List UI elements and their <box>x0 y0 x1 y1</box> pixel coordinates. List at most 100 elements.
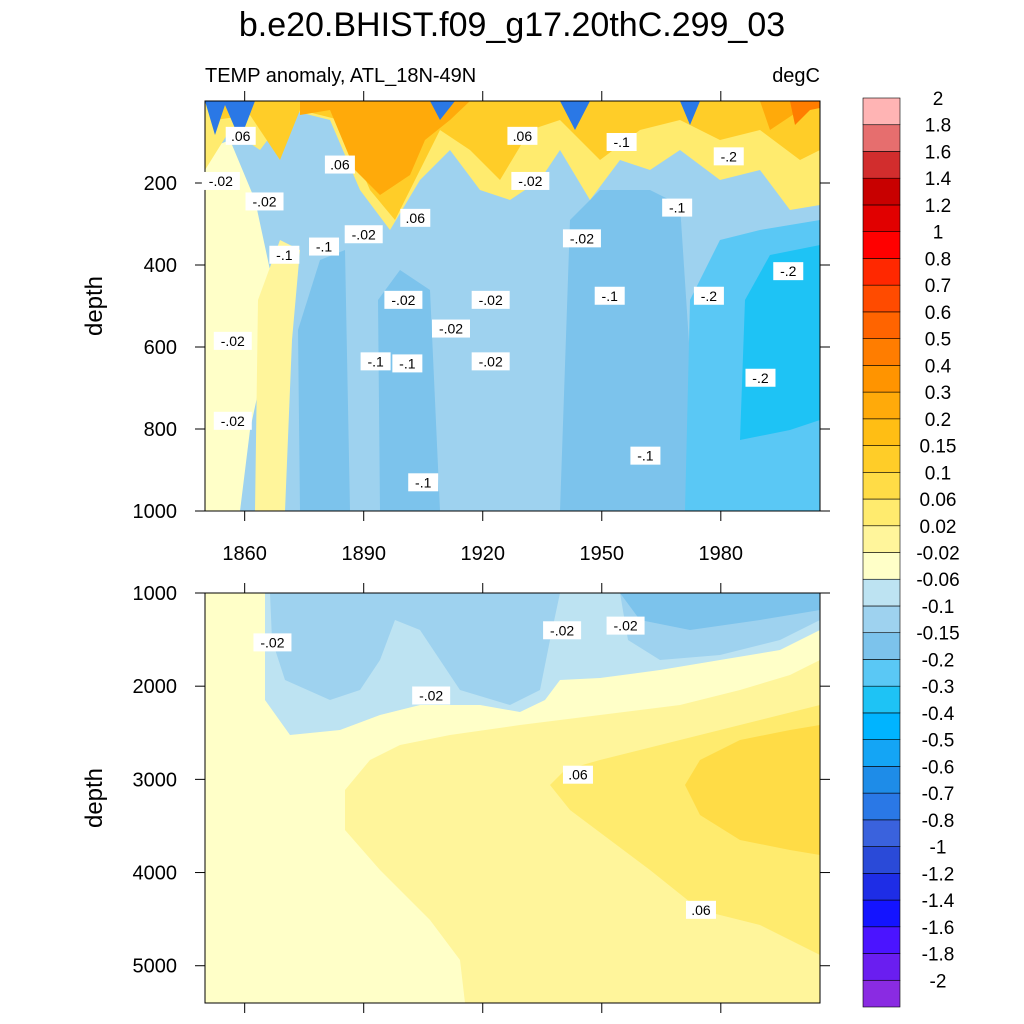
svg-text:-.1: -.1 <box>669 200 686 216</box>
contour-label: -.1 <box>408 473 439 492</box>
contour-label: -.1 <box>360 352 391 371</box>
colorbar-swatch <box>862 258 901 286</box>
colorbar-swatch <box>862 525 901 553</box>
contour-label: -.1 <box>594 286 625 305</box>
colorbar-label: 0.06 <box>920 490 957 511</box>
colorbar-swatch <box>862 284 901 313</box>
colorbar-swatch <box>862 445 901 473</box>
x-tick-label: 1980 <box>699 543 744 565</box>
svg-text:-.2: -.2 <box>721 148 738 164</box>
upper-warm-strip <box>255 240 300 511</box>
colorbar-swatch <box>862 873 901 901</box>
colorbar-swatch <box>862 578 901 607</box>
colorbar-label: 2 <box>933 89 944 110</box>
svg-text:.06: .06 <box>691 902 711 918</box>
svg-text:.06: .06 <box>513 128 533 144</box>
upper-surface-hot <box>300 101 820 195</box>
contour-label: -.02 <box>511 171 550 190</box>
y-tick-label: 800 <box>144 419 177 441</box>
colorbar-swatch <box>862 979 901 1008</box>
svg-text:-.1: -.1 <box>316 239 333 255</box>
colorbar-label: 1.8 <box>925 116 951 137</box>
colorbar-label: 0.15 <box>920 437 957 458</box>
upper-strongest-cool <box>740 245 820 440</box>
colorbar-swatch <box>862 953 901 981</box>
svg-text:-.02: -.02 <box>479 292 503 308</box>
y-tick-label: 1000 <box>133 501 178 523</box>
svg-text:-.02: -.02 <box>221 413 245 429</box>
colorbar-swatch <box>862 766 901 794</box>
svg-text:-.1: -.1 <box>637 448 654 464</box>
contour-label: -.1 <box>630 446 661 465</box>
svg-text:-.02: -.02 <box>391 292 415 308</box>
colorbar-swatch <box>862 151 901 179</box>
svg-text:-.1: -.1 <box>613 134 630 150</box>
upper-contour-labels: .06-.02-.02.06-.1-.1-.02.06-.02-.02-.02-… <box>201 126 804 492</box>
svg-text:-.2: -.2 <box>780 263 797 279</box>
colorbar-label: -1 <box>930 838 947 859</box>
contour-label: -.02 <box>253 633 292 652</box>
svg-text:-.1: -.1 <box>399 355 416 371</box>
svg-text:-.02: -.02 <box>518 173 542 189</box>
upper-cool-west <box>298 250 350 511</box>
svg-text:-.2: -.2 <box>701 288 718 304</box>
y-tick-label: 400 <box>144 255 177 277</box>
colorbar-label: -1.2 <box>922 864 955 885</box>
contour-label: -.02 <box>412 686 451 705</box>
colorbar-label: -2 <box>930 971 947 992</box>
lower-coolest-layer <box>620 593 820 630</box>
colorbar-swatch <box>862 632 901 660</box>
y-tick-label: 3000 <box>133 769 178 791</box>
x-tick-label: 1920 <box>460 543 505 565</box>
chart-subtitle-left: TEMP anomaly, ATL_18N-49N <box>205 65 476 87</box>
chart-subtitle-right: degC <box>772 65 820 87</box>
svg-text:-.02: -.02 <box>252 193 276 209</box>
contour-label: -.1 <box>606 133 637 151</box>
colorbar-swatch <box>862 97 901 126</box>
colorbar-label: 0.02 <box>920 517 957 538</box>
y-tick-label: 200 <box>144 173 177 195</box>
contour-label: .06 <box>324 155 355 174</box>
contour-label: .06 <box>685 900 716 919</box>
colorbar-label: -0.7 <box>922 784 955 805</box>
colorbar-swatch <box>862 685 901 714</box>
colorbar-swatch <box>862 471 901 500</box>
svg-text:-.02: -.02 <box>570 230 594 246</box>
colorbar-swatch <box>862 712 901 740</box>
colorbar-label: -0.02 <box>916 544 959 565</box>
colorbar-label: 0.5 <box>925 330 951 351</box>
y-tick-label: 1000 <box>133 583 178 605</box>
colorbar-label: -0.6 <box>922 757 955 778</box>
colorbar-label: 0.7 <box>925 276 951 297</box>
svg-text:-.02: -.02 <box>550 622 574 638</box>
colorbar-label: -0.4 <box>922 704 955 725</box>
lower-contour-labels: -.02 -.02 -.02 -.02 .06 .06 <box>253 616 716 919</box>
contour-label: -.02 <box>201 171 240 190</box>
colorbar-label: 0.1 <box>925 463 951 484</box>
contour-label: -.1 <box>392 354 423 373</box>
contour-label: -.2 <box>713 147 744 166</box>
contour-label: .06 <box>400 208 431 227</box>
colorbar-label: -1.4 <box>922 891 955 912</box>
svg-text:-.02: -.02 <box>479 353 503 369</box>
svg-text:-.1: -.1 <box>367 353 384 369</box>
contour-label: -.02 <box>344 225 383 244</box>
svg-text:-.1: -.1 <box>276 247 293 263</box>
colorbar-swatch <box>862 204 901 232</box>
colorbar-swatch <box>862 819 901 847</box>
colorbar-swatch <box>862 338 901 366</box>
colorbar-label: 1.2 <box>925 196 951 217</box>
x-tick-label: 1860 <box>222 543 267 565</box>
colorbar-swatch <box>862 231 901 259</box>
colorbar-label: -0.5 <box>922 731 955 752</box>
contour-label: -.02 <box>471 290 510 309</box>
contour-label: -.02 <box>432 319 470 338</box>
svg-text:.06: .06 <box>568 767 588 783</box>
colorbar-swatch <box>862 792 901 821</box>
contour-label: -.02 <box>562 229 601 248</box>
svg-text:-.02: -.02 <box>221 333 245 349</box>
colorbar-swatch <box>862 605 901 634</box>
colorbar-swatch <box>862 177 901 206</box>
